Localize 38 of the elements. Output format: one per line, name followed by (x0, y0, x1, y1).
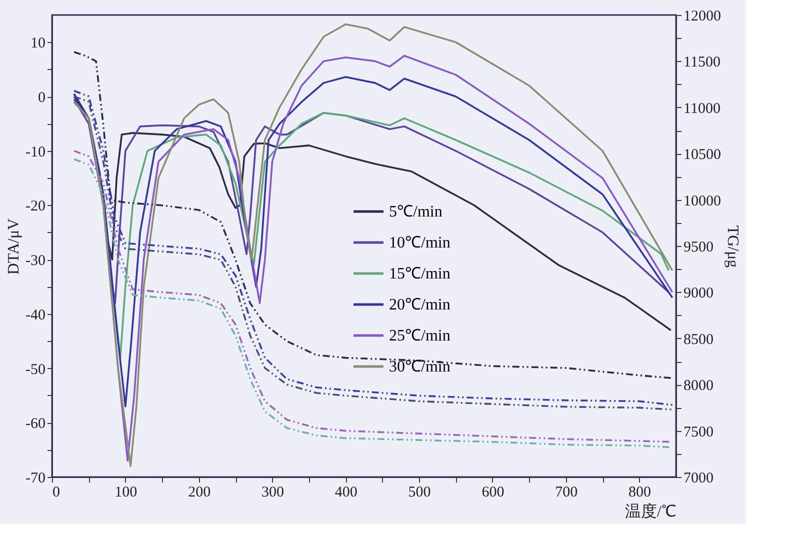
y2-axis-title: TG/μg (724, 225, 741, 268)
legend-label: 30℃/min (389, 358, 450, 376)
x-tick-label: 300 (261, 484, 284, 500)
y2-tick-label: 10500 (684, 147, 721, 164)
y-tick-label: 0 (38, 90, 46, 106)
y-tick-label: -10 (26, 144, 46, 160)
y-tick-label: -50 (26, 362, 46, 378)
y2-tick-label: 7000 (684, 470, 714, 486)
legend-label: 20℃/min (389, 296, 450, 314)
y-axis-title: DTA/μV (6, 218, 23, 275)
y-tick-label: -60 (26, 416, 46, 432)
y2-tick-label: 7500 (684, 424, 714, 440)
x-axis-title: 温度/℃ (625, 502, 676, 520)
x-tick-label: 700 (555, 484, 578, 500)
y2-tick-label: 11000 (684, 100, 720, 117)
legend-label: 15℃/min (389, 266, 450, 282)
y2-tick-label: 9000 (684, 286, 714, 302)
legend-label: 5℃/min (389, 204, 442, 220)
y2-tick-label: 8500 (684, 332, 714, 348)
y2-tick-label: 10000 (684, 193, 721, 210)
x-tick-label: 400 (334, 484, 358, 500)
y-tick-label: -20 (26, 198, 46, 215)
legend-label: 10℃/min (389, 234, 450, 252)
x-tick-label: 500 (408, 484, 431, 500)
x-tick-label: 200 (188, 484, 211, 500)
y2-tick-label: 11500 (684, 54, 720, 71)
y-tick-label: -40 (26, 307, 46, 324)
y2-tick-label: 8000 (684, 378, 714, 394)
x-tick-label: 800 (628, 484, 652, 500)
y2-tick-label: 12000 (684, 8, 721, 24)
y-tick-label: -30 (26, 253, 46, 270)
legend-label: 25℃/min (389, 328, 450, 344)
x-tick-label: 0 (52, 484, 60, 500)
x-tick-label: 600 (482, 484, 504, 500)
y-tick-label: 10 (30, 36, 46, 52)
y2-tick-label: 9500 (684, 240, 714, 256)
y-tick-label: -70 (26, 470, 46, 486)
x-tick-label: 100 (114, 484, 138, 500)
